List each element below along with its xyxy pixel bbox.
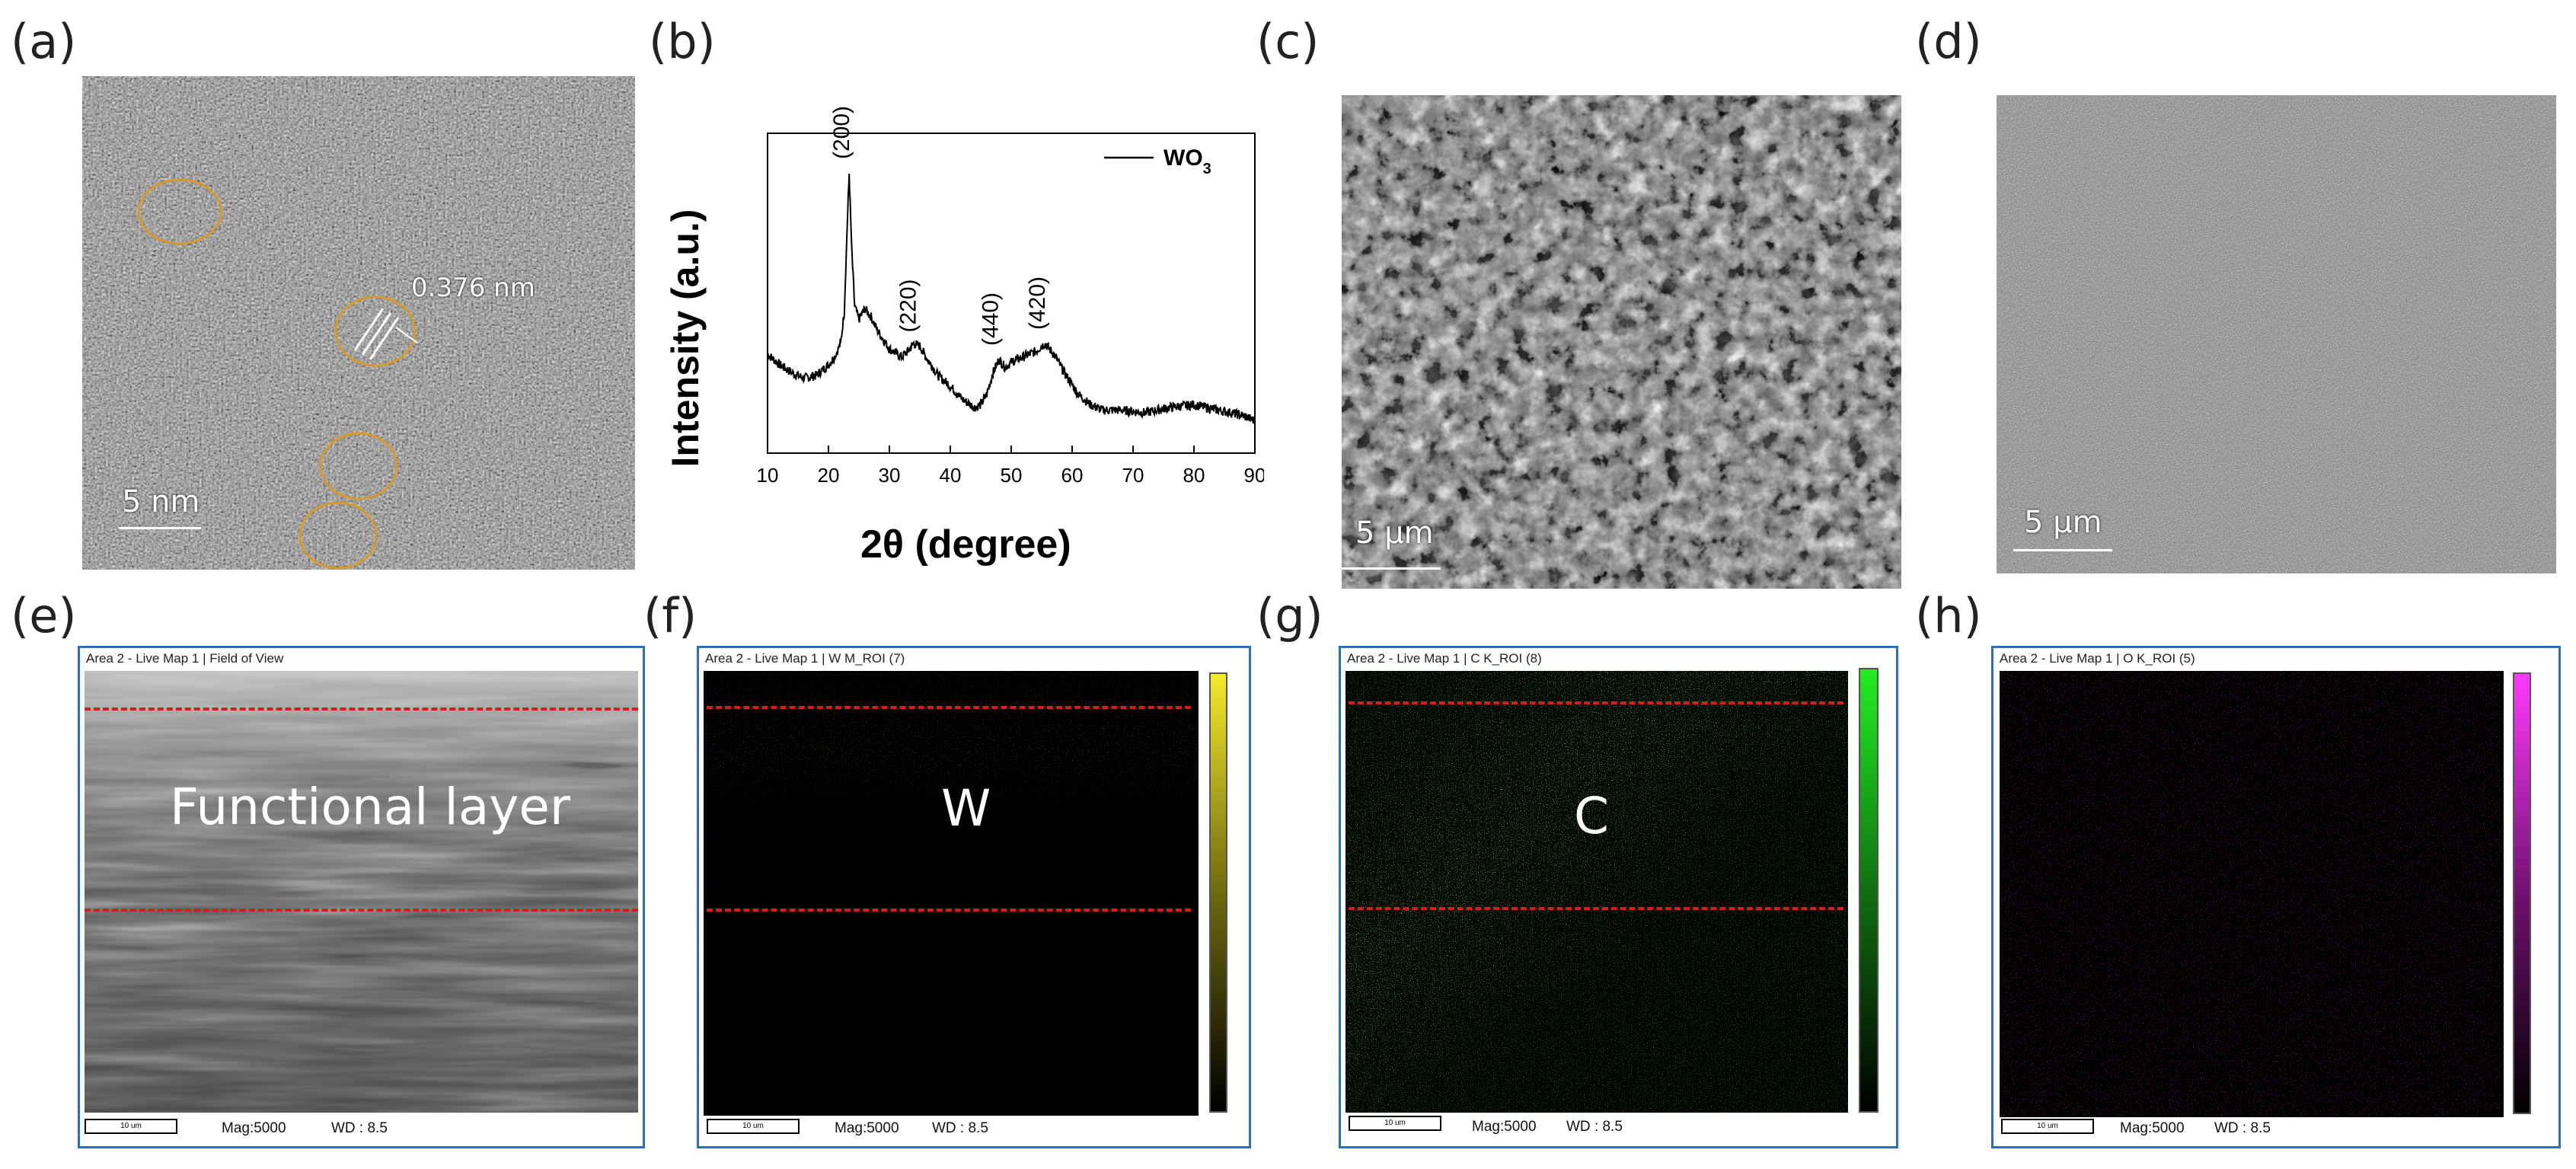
o-colorbar <box>2513 672 2531 1114</box>
panel-b-label: (b) <box>649 14 716 69</box>
map-w-wd: WD : 8.5 <box>932 1120 988 1136</box>
map-c-header: Area 2 - Live Map 1 | C K_ROI (8) <box>1347 651 1542 666</box>
panel-c-label: (c) <box>1256 14 1320 69</box>
panel-g-label: (g) <box>1256 588 1323 644</box>
panel-h-label: (h) <box>1915 588 1982 644</box>
map-c-wd: WD : 8.5 <box>1566 1119 1623 1135</box>
sem-c-scale-label: 5 μm <box>1355 516 1434 551</box>
crystal-circle-3 <box>319 432 398 500</box>
map-e-wd: WD : 8.5 <box>331 1120 388 1136</box>
xrd-x-tick-label: 30 <box>879 464 901 487</box>
map-e-mag: Mag:5000 <box>222 1120 286 1136</box>
panel-f-label: (f) <box>643 588 697 644</box>
hrtem-scale-label: 5 nm <box>122 484 200 519</box>
xrd-chart-svg: 10 20 30 40 50 60 70 80 90 (200)(220) (440) (420) … <box>757 106 1266 487</box>
crystal-circle-2 <box>334 295 417 367</box>
w-colorbar <box>1209 672 1227 1113</box>
crystal-circle-1 <box>137 178 222 245</box>
w-element-label: W <box>941 779 991 838</box>
c-colorbar <box>1859 668 1879 1113</box>
xrd-x-axis-label: 2θ (degree) <box>860 522 1071 567</box>
sem-image-porous: 5 μm <box>1342 95 1901 589</box>
map-o-header: Area 2 - Live Map 1 | O K_ROI (5) <box>2000 651 2195 666</box>
panel-d-label: (d) <box>1915 14 1982 69</box>
xrd-y-axis-label: Intensity (a.u.) <box>664 209 707 468</box>
map-frame-w: Area 2 - Live Map 1 | W M_ROI (7) W 10 <box>697 646 1251 1148</box>
xrd-x-tick-label: 80 <box>1183 464 1205 487</box>
map-e-header: Area 2 - Live Map 1 | Field of View <box>86 651 284 666</box>
layer-boundary-top-g <box>1349 701 1843 704</box>
o-element-map <box>2000 671 2504 1117</box>
sem-d-scale-label: 5 μm <box>2024 505 2102 540</box>
layer-boundary-bottom-f <box>707 909 1191 912</box>
c-element-map <box>1345 671 1848 1113</box>
functional-layer-label: Functional layer <box>170 778 571 836</box>
xrd-x-tick-label: 50 <box>1001 464 1023 487</box>
map-o-wd: WD : 8.5 <box>2214 1120 2271 1136</box>
map-w-header: Area 2 - Live Map 1 | W M_ROI (7) <box>705 651 905 666</box>
map-frame-o: Area 2 - Live Map 1 | O K_ROI (5) 10 um … <box>1991 646 2561 1148</box>
sem-image-smooth: 5 μm <box>1997 95 2556 573</box>
xrd-series-wo3 <box>767 173 1256 424</box>
map-e-scalebar: 10 um <box>85 1119 177 1134</box>
xrd-x-tick-label: 90 <box>1244 464 1264 487</box>
hrtem-scale-bar <box>119 527 201 529</box>
xrd-peak-label: (220) <box>895 279 921 332</box>
xrd-peak-label: (440) <box>978 292 1003 346</box>
layer-boundary-bottom-e <box>85 909 638 912</box>
map-o-scalebar: 10 um <box>2001 1119 2094 1134</box>
layer-boundary-bottom-g <box>1349 907 1843 910</box>
map-w-mag: Mag:5000 <box>835 1120 899 1136</box>
map-c-scalebar: 10 um <box>1349 1116 1441 1131</box>
map-w-scalebar: 10 um <box>707 1119 800 1134</box>
sem-d-scale-bar <box>2013 549 2112 551</box>
panel-e-label: (e) <box>11 588 77 644</box>
xrd-chart: 10 20 30 40 50 60 70 80 90 (200) (220) (440) (420) … <box>664 72 1266 575</box>
c-element-label: C <box>1574 787 1610 845</box>
panel-a-label: (a) <box>11 14 77 69</box>
xrd-x-tick-label: 20 <box>818 464 840 487</box>
crystal-circle-4 <box>298 501 378 570</box>
w-element-map <box>704 671 1199 1116</box>
sem-c-scale-bar <box>1342 567 1441 570</box>
hrtem-image: 0.376 nm 5 nm <box>82 76 635 570</box>
lattice-spacing-label: 0.376 nm <box>411 273 535 303</box>
xrd-legend-entry: WO3 <box>1164 145 1211 177</box>
cross-section-image <box>85 671 638 1113</box>
xrd-peak-label: (420) <box>1025 276 1050 330</box>
map-frame-c: Area 2 - Live Map 1 | C K_ROI (8) C 10 <box>1339 646 1898 1148</box>
xrd-x-tick-label: 60 <box>1061 464 1084 487</box>
layer-boundary-top-e <box>85 707 638 711</box>
xrd-x-tick-label: 70 <box>1122 464 1144 487</box>
xrd-x-tick-label: 40 <box>940 464 962 487</box>
map-o-mag: Mag:5000 <box>2120 1120 2185 1136</box>
map-c-mag: Mag:5000 <box>1472 1119 1537 1135</box>
map-frame-e: Area 2 - Live Map 1 | Field of View <box>78 646 645 1148</box>
layer-boundary-top-f <box>707 706 1191 709</box>
xrd-peak-label: (200) <box>829 106 854 159</box>
xrd-x-tick-label: 10 <box>757 464 779 487</box>
